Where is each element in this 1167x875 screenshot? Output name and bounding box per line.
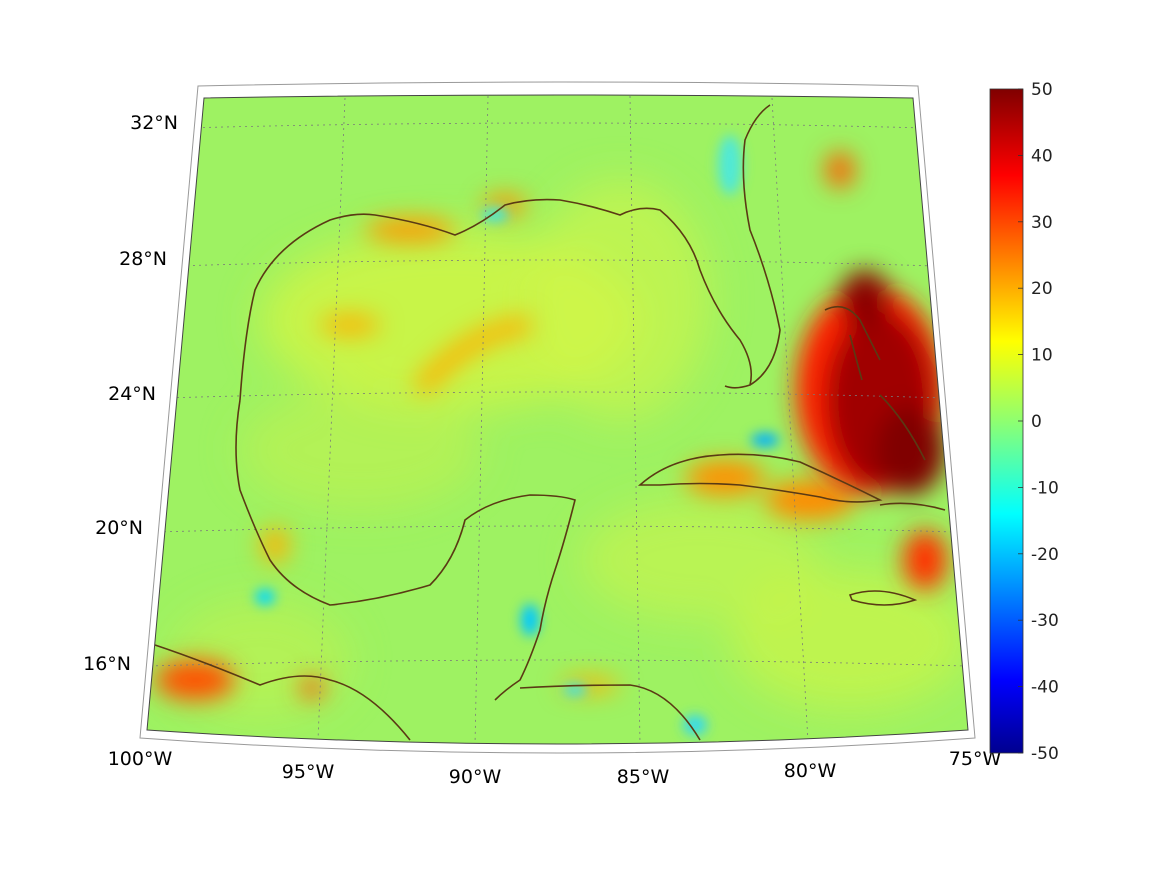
colorbar-tick-label: 0 <box>1031 412 1042 432</box>
graticule <box>149 95 966 744</box>
colorbar-tick-label: -20 <box>1031 545 1059 565</box>
lon-label-90: 90°W <box>449 766 502 788</box>
colorbar-tick-label: 10 <box>1031 346 1053 366</box>
lat-label-20: 20°N <box>95 517 143 539</box>
colorbar-tick-label: -30 <box>1031 611 1059 631</box>
latitude-labels: 32°N 28°N 24°N 20°N 16°N <box>83 112 178 675</box>
positive-anomalies <box>155 152 947 700</box>
colorbar-tick-label: -10 <box>1031 478 1059 498</box>
colorbar-labels: 50 40 30 20 10 0 -10 -20 -30 -40 -50 <box>1018 80 1059 764</box>
lat-label-16: 16°N <box>83 653 131 675</box>
negative-anomalies <box>255 135 779 735</box>
east-hotspot <box>795 270 945 495</box>
lat-label-28: 28°N <box>119 248 167 270</box>
colorbar-tick-label: 30 <box>1031 213 1053 233</box>
colorbar-tick-label: 40 <box>1031 146 1053 166</box>
lon-label-85: 85°W <box>617 766 670 788</box>
colorbar-tick-label: -40 <box>1031 678 1059 698</box>
map-field <box>147 95 968 744</box>
colorbar-gradient <box>989 88 1024 754</box>
longitude-labels: 100°W 95°W 90°W 85°W 80°W 75°W <box>108 748 1002 788</box>
colorbar: 50 40 30 20 10 0 -10 -20 -30 -40 -50 <box>989 80 1059 764</box>
lon-label-100: 100°W <box>108 748 173 770</box>
colorbar-tick-label: -50 <box>1031 744 1059 764</box>
colorbar-tick-label: 20 <box>1031 279 1053 299</box>
lon-label-75: 75°W <box>949 748 1002 770</box>
coastlines <box>154 104 946 741</box>
map-border <box>146 94 969 745</box>
map-frame-outer <box>139 81 976 754</box>
lat-label-24: 24°N <box>108 383 156 405</box>
colorbar-tick-label: 50 <box>1031 80 1053 100</box>
lon-label-95: 95°W <box>282 761 335 783</box>
lat-label-32: 32°N <box>130 112 178 134</box>
lon-label-80: 80°W <box>784 760 837 782</box>
